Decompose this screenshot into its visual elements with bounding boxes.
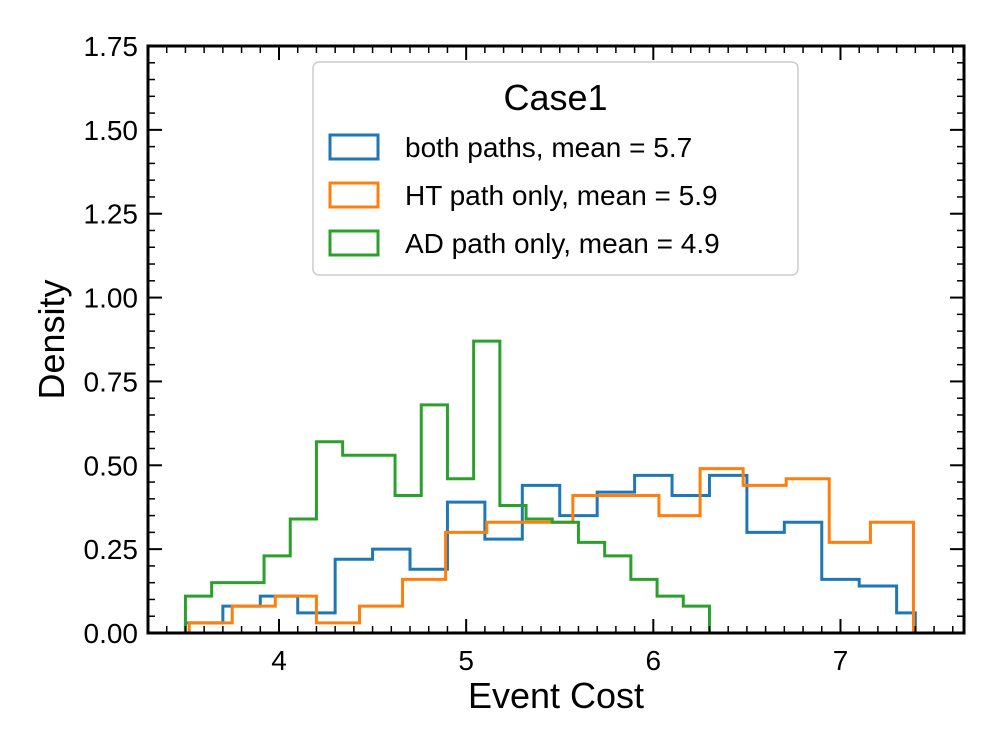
x-tick-label: 7 <box>833 645 849 676</box>
legend-swatch-0 <box>328 133 380 161</box>
legend-swatch-2 <box>328 229 380 257</box>
y-tick-label: 0.00 <box>84 618 139 649</box>
legend-title: Case1 <box>503 77 607 118</box>
y-tick-label: 0.75 <box>84 366 139 397</box>
y-tick-label: 0.50 <box>84 450 139 481</box>
y-tick-label: 1.00 <box>84 283 139 314</box>
y-tick-label: 1.50 <box>84 115 139 146</box>
y-tick-label: 1.75 <box>84 31 139 62</box>
legend-swatch-1 <box>328 181 380 209</box>
plot-frame <box>146 44 966 635</box>
x-tick-label: 4 <box>271 645 287 676</box>
legend-label-0: both paths, mean = 5.7 <box>405 132 692 163</box>
x-tick-label: 5 <box>458 645 474 676</box>
y-tick-label: 0.25 <box>84 534 139 565</box>
y-tick-label: 1.25 <box>84 199 139 230</box>
legend-label-1: HT path only, mean = 5.9 <box>405 180 718 211</box>
legend-box <box>312 61 799 276</box>
series-2-histogram <box>183 339 711 633</box>
y-axis-label: Density <box>31 279 72 399</box>
series-0-histogram <box>183 473 917 633</box>
x-tick-label: 6 <box>646 645 662 676</box>
legend-label-2: AD path only, mean = 4.9 <box>405 228 720 259</box>
x-axis-label: Event Cost <box>468 675 644 716</box>
